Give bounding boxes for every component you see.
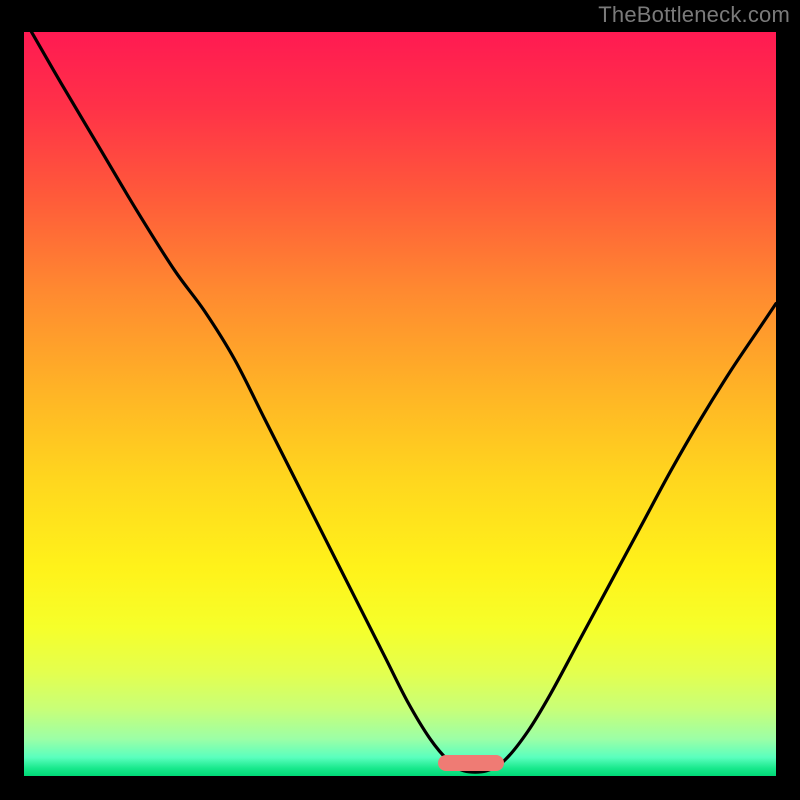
watermark-text: TheBottleneck.com	[598, 2, 790, 28]
plot-area	[24, 32, 776, 776]
curve-path	[32, 32, 776, 772]
chart-frame: TheBottleneck.com	[0, 0, 800, 800]
bottleneck-curve	[24, 32, 776, 776]
optimum-marker	[438, 755, 504, 771]
